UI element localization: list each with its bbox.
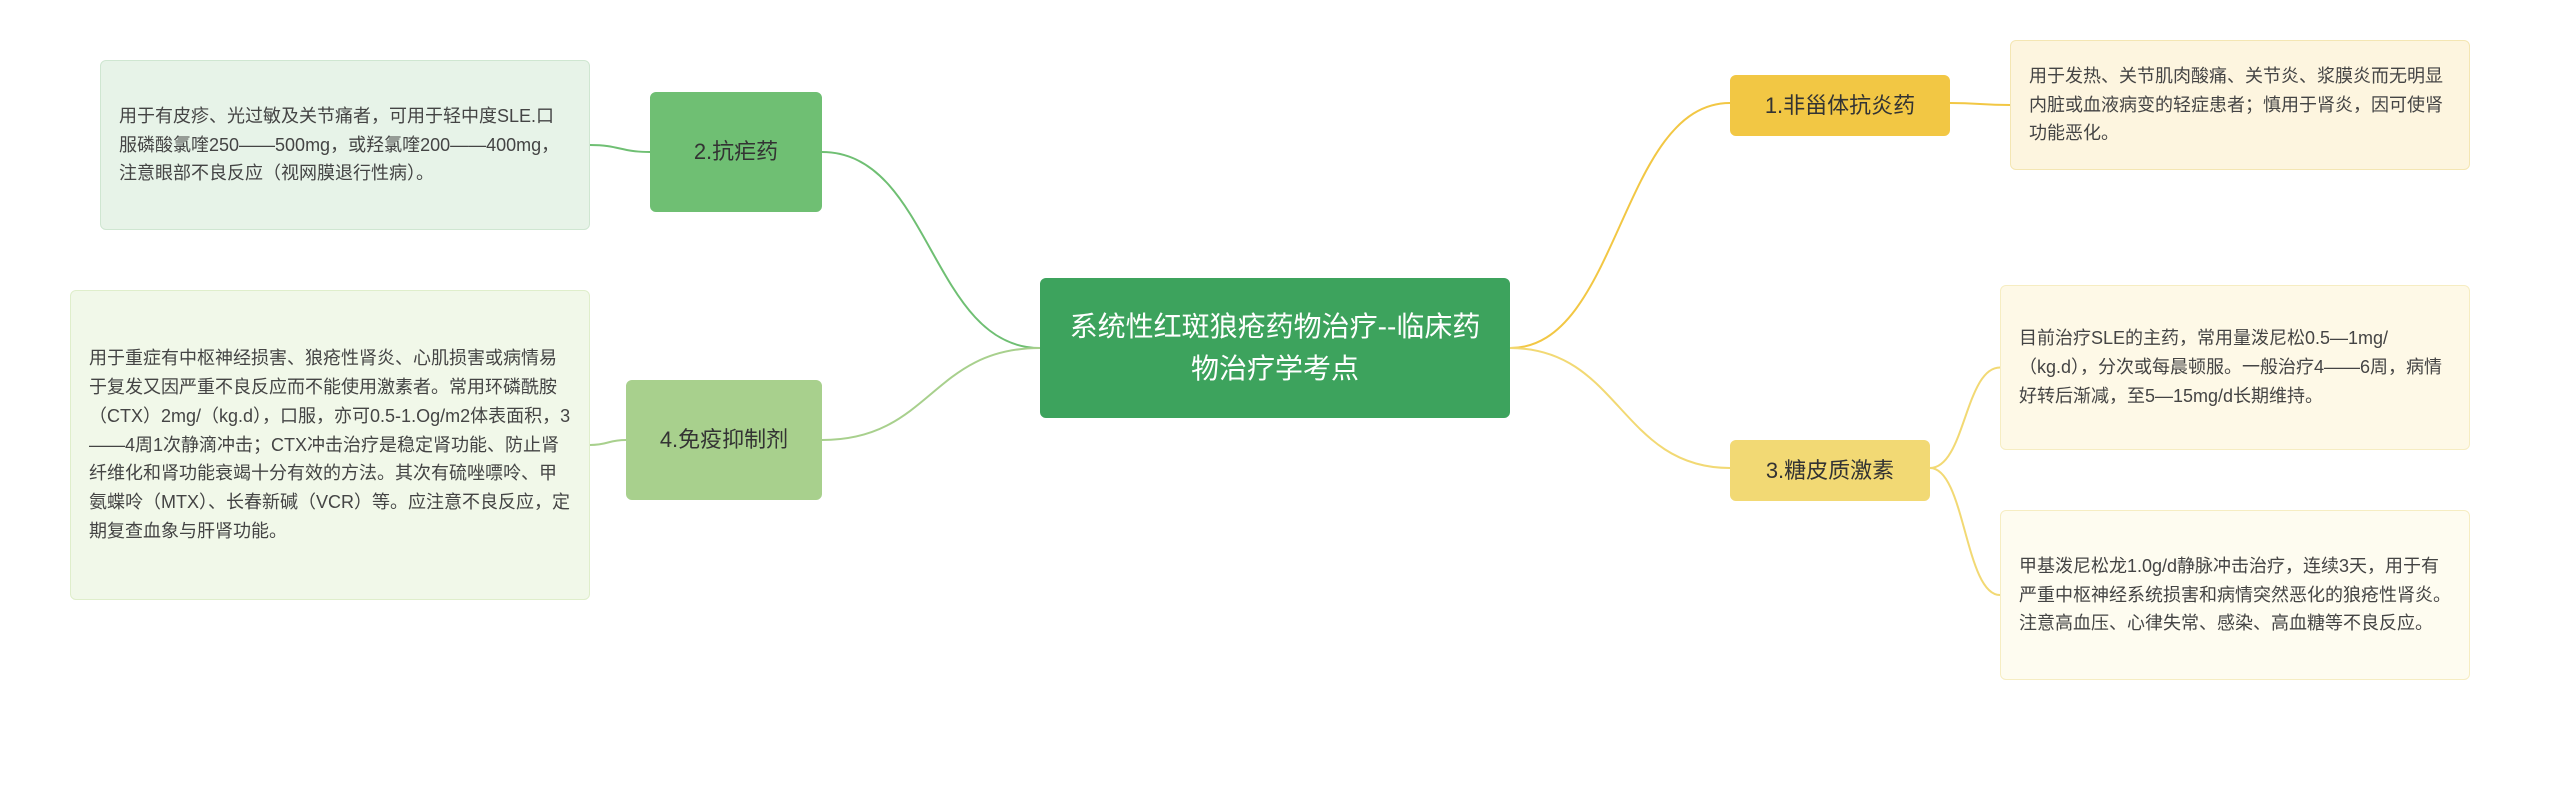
leaf-immunosuppressant-detail: 用于重症有中枢神经损害、狼疮性肾炎、心肌损害或病情易于复发又因严重不良反应而不能…	[70, 290, 590, 600]
branch-1-nsaid[interactable]: 1.非甾体抗炎药	[1730, 75, 1950, 136]
branch-2-antimalarial[interactable]: 2.抗疟药	[650, 92, 822, 212]
branch-3-glucocorticoid[interactable]: 3.糖皮质激素	[1730, 440, 1930, 501]
center-node[interactable]: 系统性红斑狼疮药物治疗--临床药物治疗学考点	[1040, 278, 1510, 418]
leaf-glucocorticoid-detail-a: 目前治疗SLE的主药，常用量泼尼松0.5—1mg/（kg.d），分次或每晨顿服。…	[2000, 285, 2470, 450]
leaf-glucocorticoid-detail-b: 甲基泼尼松龙1.0g/d静脉冲击治疗，连续3天，用于有严重中枢神经系统损害和病情…	[2000, 510, 2470, 680]
leaf-antimalarial-detail: 用于有皮疹、光过敏及关节痛者，可用于轻中度SLE.口服磷酸氯喹250——500m…	[100, 60, 590, 230]
leaf-nsaid-detail: 用于发热、关节肌肉酸痛、关节炎、浆膜炎而无明显内脏或血液病变的轻症患者；慎用于肾…	[2010, 40, 2470, 170]
branch-4-immunosuppressant[interactable]: 4.免疫抑制剂	[626, 380, 822, 500]
